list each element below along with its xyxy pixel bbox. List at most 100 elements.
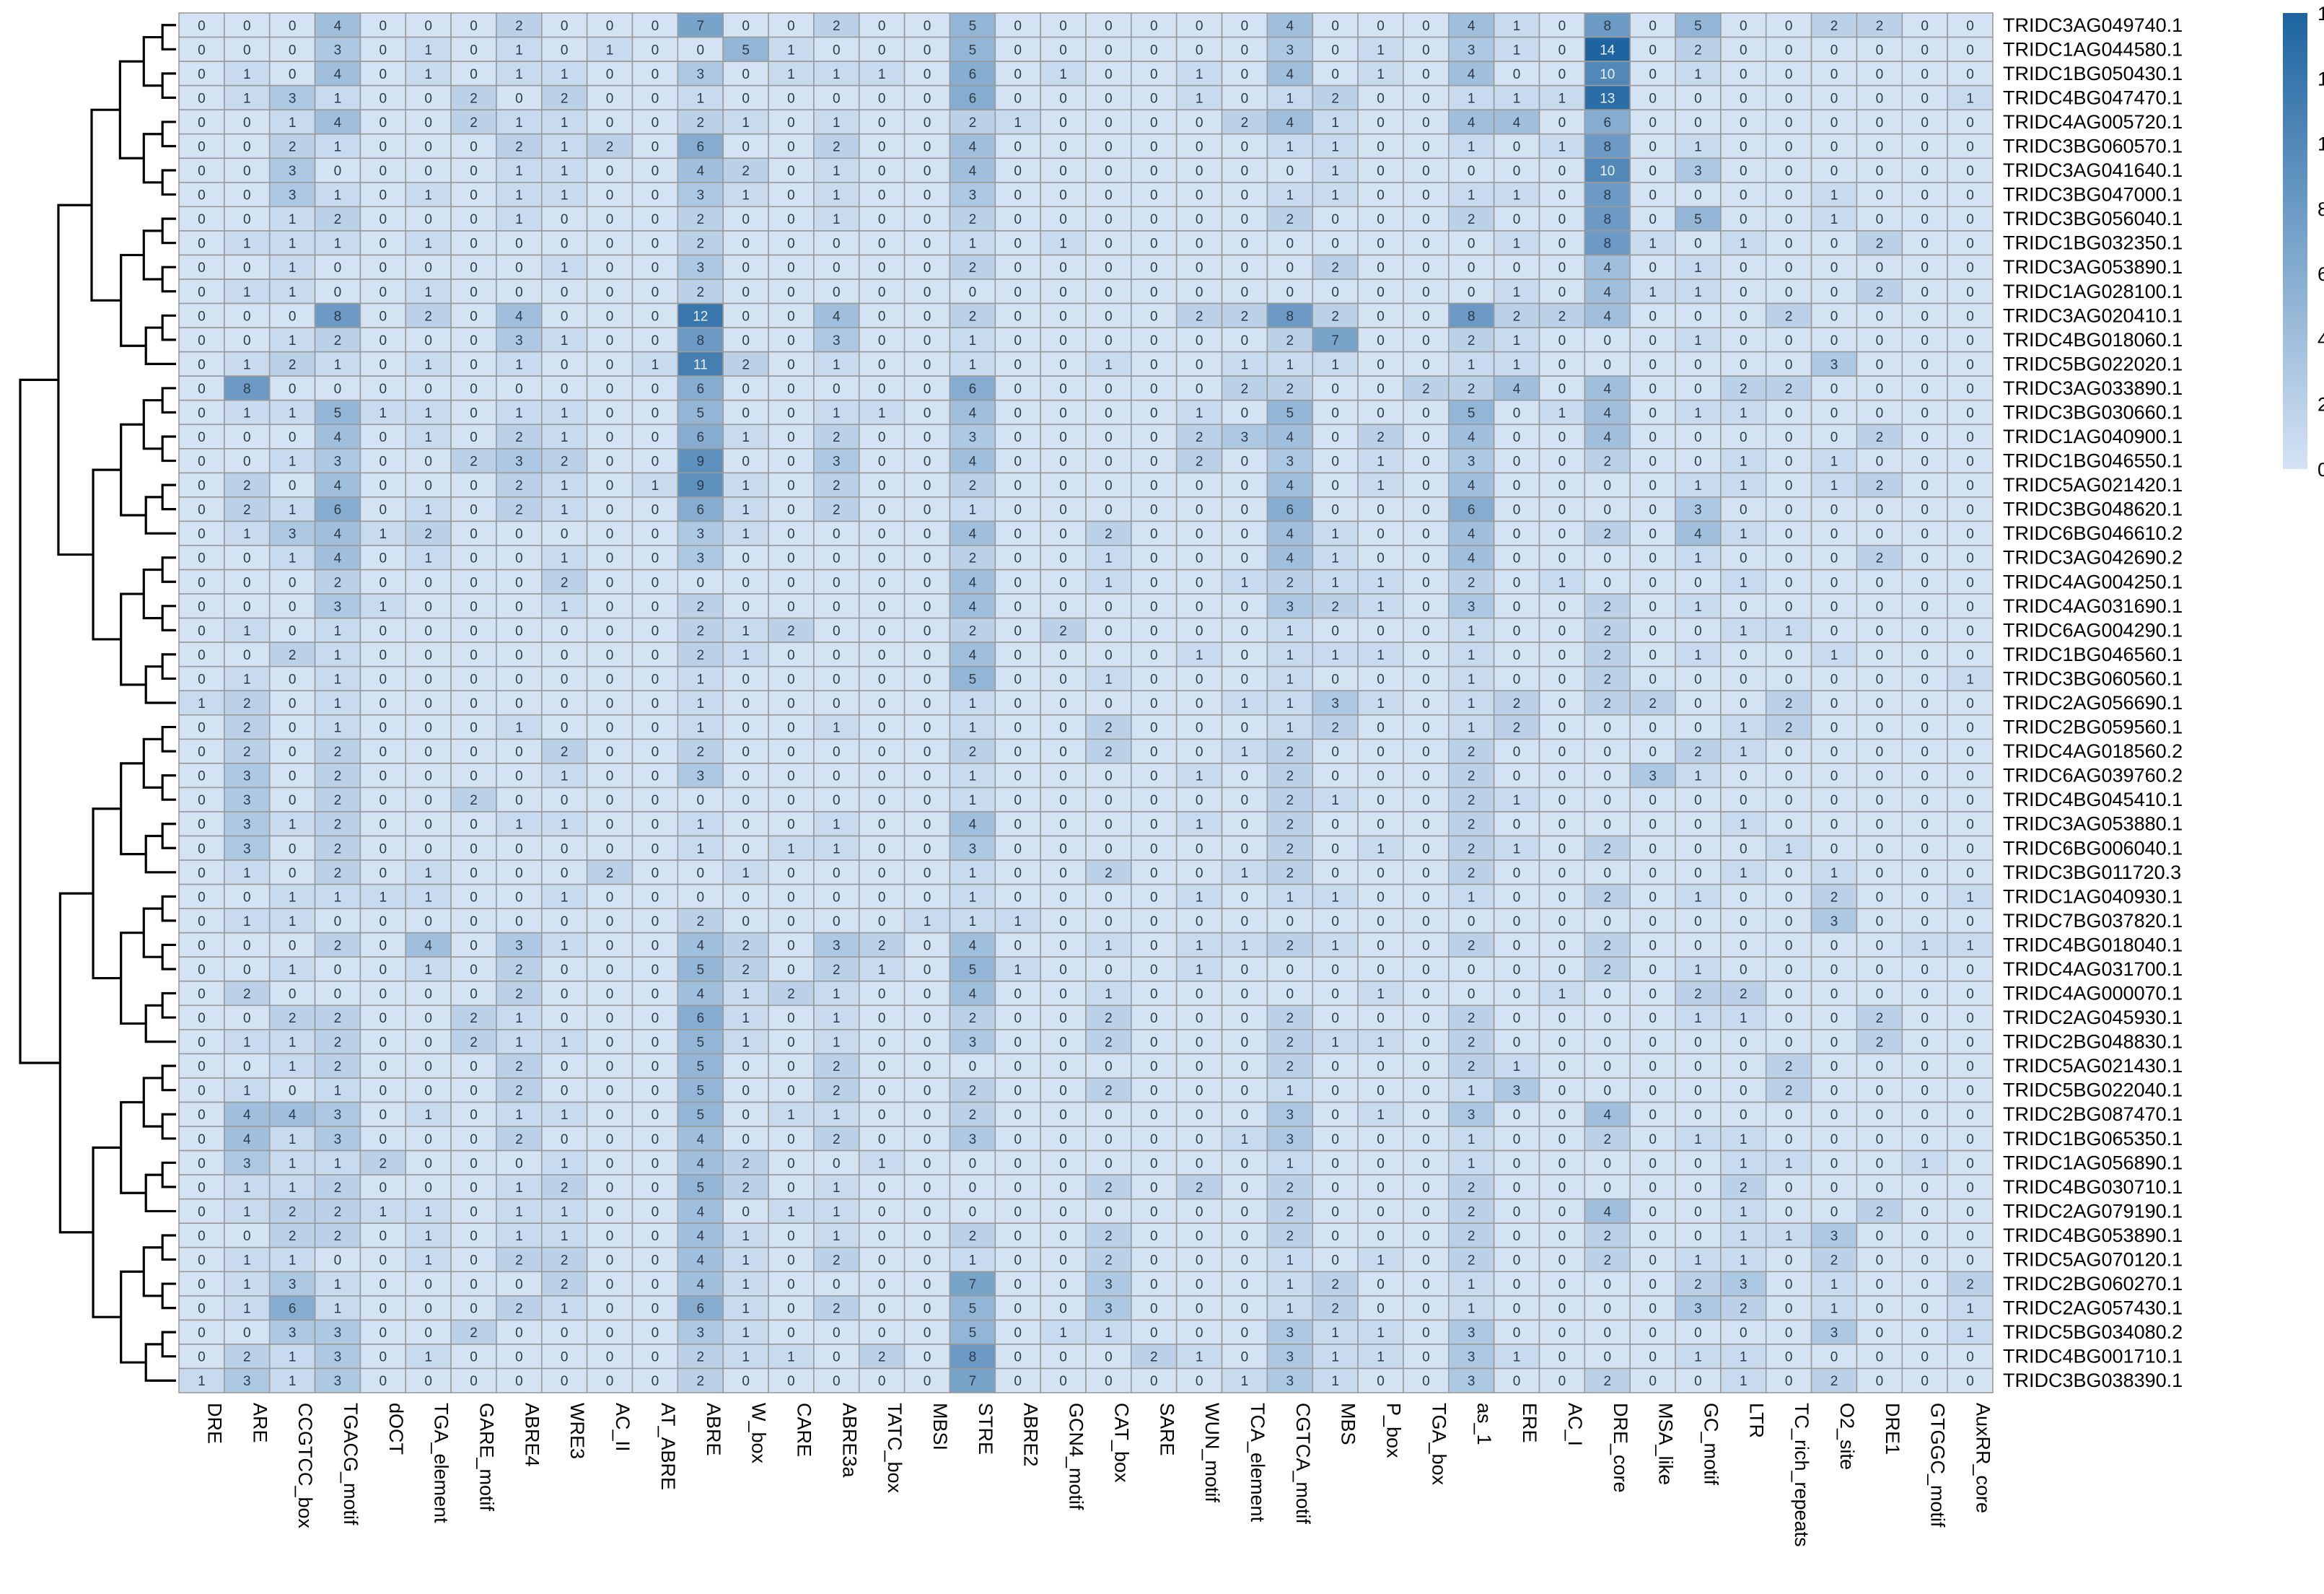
cell-value-label: 0 bbox=[742, 212, 750, 227]
heatmap-cell bbox=[1131, 230, 1178, 256]
cell-value-label: 0 bbox=[1331, 1108, 1339, 1123]
cell-value-label: 4 bbox=[969, 648, 977, 663]
cell-value-label: 0 bbox=[1921, 527, 1929, 542]
dendrogram-branch bbox=[161, 387, 176, 414]
dendrogram-branch bbox=[144, 834, 176, 874]
cell-value-label: 0 bbox=[742, 285, 750, 300]
cell-value-label: 4 bbox=[334, 551, 342, 566]
cell-value-label: 2 bbox=[833, 19, 841, 34]
cell-value-label: 2 bbox=[1331, 309, 1339, 324]
cell-value-label: 0 bbox=[1966, 963, 1974, 978]
cell-value-label: 1 bbox=[1966, 890, 1974, 905]
cell-value-label: 0 bbox=[1830, 43, 1838, 58]
cell-value-label: 0 bbox=[1422, 1229, 1430, 1244]
cell-value-label: 0 bbox=[1694, 357, 1702, 372]
cell-value-label: 0 bbox=[1422, 1011, 1430, 1026]
heatmap-cell bbox=[1403, 472, 1450, 498]
heatmap-cell bbox=[1765, 109, 1812, 135]
cell-value-label: 3 bbox=[243, 818, 251, 833]
cell-value-label: 0 bbox=[1694, 1035, 1702, 1051]
heatmap-cell bbox=[1448, 327, 1495, 353]
cell-value-label: 0 bbox=[1830, 260, 1838, 276]
cell-value-label: 0 bbox=[924, 1374, 931, 1389]
cell-value-label: 0 bbox=[1241, 963, 1249, 978]
cell-value-label: 3 bbox=[1105, 1302, 1113, 1317]
heatmap-cell bbox=[496, 133, 543, 159]
cell-value-label: 0 bbox=[1059, 309, 1067, 324]
cell-value-label: 1 bbox=[787, 1108, 795, 1123]
cell-value-label: 0 bbox=[787, 769, 795, 784]
heatmap-cell bbox=[1448, 84, 1495, 110]
heatmap-cell bbox=[540, 61, 588, 87]
cell-value-label: 3 bbox=[833, 938, 841, 953]
heatmap-cell bbox=[496, 496, 543, 522]
cell-value-label: 0 bbox=[470, 575, 478, 590]
cell-value-label: 0 bbox=[878, 600, 886, 615]
heatmap-cell bbox=[1085, 424, 1132, 450]
cell-value-label: 0 bbox=[1059, 455, 1067, 470]
cell-value-label: 0 bbox=[243, 551, 251, 566]
cell-value-label: 3 bbox=[334, 43, 342, 58]
cell-value-label: 0 bbox=[380, 696, 387, 711]
cell-value-label: 3 bbox=[1694, 164, 1702, 179]
heatmap-cell bbox=[1357, 327, 1404, 353]
cell-value-label: 0 bbox=[198, 1181, 206, 1196]
cell-value-label: 0 bbox=[742, 91, 750, 106]
cell-value-label: 0 bbox=[1196, 914, 1203, 929]
cell-value-label: 0 bbox=[787, 285, 795, 300]
cell-value-label: 4 bbox=[696, 1229, 704, 1244]
cell-value-label: 0 bbox=[606, 357, 614, 372]
cell-value-label: 0 bbox=[742, 1059, 750, 1074]
cell-value-label: 0 bbox=[1740, 67, 1748, 82]
row-label: TRIDC4BG053890.1 bbox=[2003, 1225, 2183, 1246]
cell-value-label: 4 bbox=[1286, 19, 1294, 34]
heatmap-cell bbox=[1266, 424, 1314, 450]
cell-value-label: 2 bbox=[334, 745, 342, 760]
cell-value-label: 0 bbox=[742, 769, 750, 784]
cell-value-label: 0 bbox=[1785, 1326, 1793, 1341]
cell-value-label: 0 bbox=[243, 575, 251, 590]
cell-value-label: 1 bbox=[1059, 1326, 1067, 1341]
cell-value-label: 0 bbox=[652, 818, 659, 833]
cell-value-label: 0 bbox=[606, 1132, 614, 1147]
cell-value-label: 2 bbox=[1468, 212, 1475, 227]
cell-value-label: 0 bbox=[1921, 575, 1929, 590]
cell-value-label: 1 bbox=[289, 406, 297, 421]
cell-value-label: 0 bbox=[1876, 1181, 1884, 1196]
cell-value-label: 2 bbox=[1331, 1302, 1339, 1317]
cell-value-label: 0 bbox=[1966, 841, 1974, 857]
cell-value-label: 0 bbox=[470, 696, 478, 711]
cell-value-label: 0 bbox=[878, 1035, 886, 1051]
cell-value-label: 0 bbox=[1241, 623, 1249, 639]
cell-value-label: 3 bbox=[1286, 1374, 1294, 1389]
cell-value-label: 0 bbox=[787, 1374, 795, 1389]
cell-value-label: 1 bbox=[833, 1011, 841, 1026]
heatmap-cell bbox=[178, 109, 225, 135]
heatmap-cell bbox=[540, 399, 588, 426]
cell-value-label: 3 bbox=[696, 1326, 704, 1341]
cell-value-label: 3 bbox=[289, 164, 297, 179]
heatmap-cell bbox=[677, 254, 724, 280]
cell-value-label: 3 bbox=[1513, 1084, 1521, 1099]
cell-value-label: 0 bbox=[1603, 914, 1611, 929]
cell-value-label: 0 bbox=[1830, 285, 1838, 300]
cell-value-label: 1 bbox=[1331, 938, 1339, 953]
cell-value-label: 0 bbox=[1059, 1132, 1067, 1147]
cell-value-label: 0 bbox=[1921, 164, 1929, 179]
cell-value-label: 0 bbox=[1558, 212, 1566, 227]
row-label: TRIDC5AG021430.1 bbox=[2003, 1055, 2183, 1077]
cell-value-label: 0 bbox=[1377, 382, 1385, 397]
cell-value-label: 0 bbox=[470, 1277, 478, 1292]
cell-value-label: 0 bbox=[1966, 818, 1974, 833]
cell-value-label: 3 bbox=[969, 1132, 977, 1147]
cell-value-label: 0 bbox=[1558, 623, 1566, 639]
cell-value-label: 0 bbox=[787, 914, 795, 929]
cell-value-label: 0 bbox=[1785, 1374, 1793, 1389]
cell-value-label: 0 bbox=[1649, 1156, 1657, 1171]
heatmap-cell bbox=[1901, 279, 1948, 305]
heatmap-cell bbox=[405, 36, 452, 62]
cell-value-label: 2 bbox=[1785, 1084, 1793, 1099]
cell-value-label: 0 bbox=[1105, 890, 1113, 905]
cell-value-label: 0 bbox=[424, 648, 432, 663]
cell-value-label: 0 bbox=[1196, 503, 1203, 518]
